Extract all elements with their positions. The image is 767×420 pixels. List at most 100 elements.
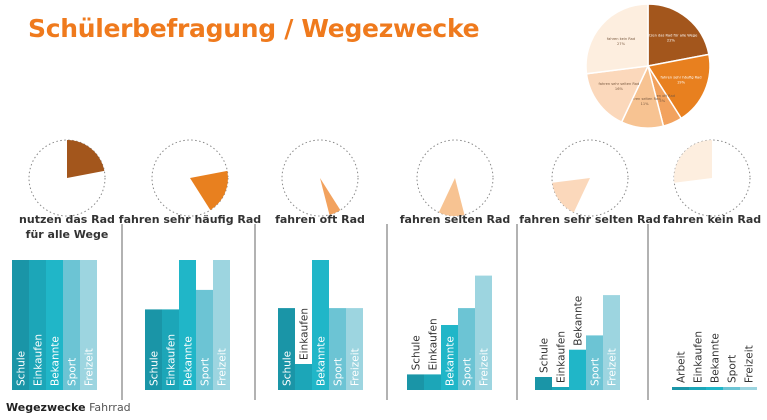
- bar-label: Sport: [333, 358, 345, 386]
- pie-percent-label: 5%: [659, 99, 665, 103]
- dotted-circle: [673, 139, 751, 217]
- bar-label: Einkaufen: [693, 331, 705, 383]
- bar: [458, 308, 475, 390]
- group-title: für alle Wege: [26, 228, 109, 241]
- bar: [424, 374, 441, 390]
- bar-label: Einkaufen: [166, 334, 178, 386]
- bar: [312, 260, 329, 390]
- footer-caption: Wegezwecke Fahrrad: [6, 401, 131, 414]
- group-title: nutzen das Rad: [19, 213, 115, 226]
- bar-label: Sport: [727, 355, 739, 383]
- bar: [179, 260, 196, 390]
- bar: [278, 308, 295, 390]
- bar: [475, 275, 492, 390]
- pie-percent-label: 11%: [641, 102, 650, 106]
- footer-bold: Wegezwecke: [6, 401, 86, 414]
- pie-label: fahren sehr selten Rad: [599, 82, 640, 86]
- bar-label: Freizeit: [350, 348, 362, 386]
- bar: [586, 335, 603, 390]
- bar: [407, 374, 424, 390]
- bar-label: Freizeit: [744, 345, 756, 383]
- bar: [672, 387, 689, 390]
- bar: [145, 309, 162, 390]
- dotted-circle: [281, 139, 359, 217]
- bar: [535, 377, 552, 390]
- share-slice: [674, 140, 712, 183]
- pie-slice: [585, 65, 650, 124]
- pie-label: fahren selten Rad: [629, 97, 661, 101]
- bar-label: Sport: [590, 358, 602, 386]
- bar-label: Sport: [462, 358, 474, 386]
- bar-label: Sport: [67, 358, 79, 386]
- pie-percent-label: 27%: [617, 42, 626, 46]
- bar-label: Einkaufen: [556, 331, 568, 383]
- footer-light: Fahrrad: [89, 401, 131, 414]
- bar: [723, 387, 740, 390]
- bar-label: Bekannte: [573, 296, 585, 346]
- bar: [213, 260, 230, 390]
- dotted-circle: [28, 139, 106, 217]
- pie-label: fahren oft Rad: [649, 94, 675, 98]
- bar-label: Sport: [200, 358, 212, 386]
- group-title: fahren selten Rad: [400, 213, 511, 226]
- pie-slice: [647, 3, 710, 67]
- bar: [63, 260, 80, 390]
- pie-percent-label: 16%: [615, 87, 624, 91]
- bar: [329, 308, 346, 390]
- bar-label: Freizeit: [84, 348, 96, 386]
- bar-label: Arbeit: [676, 351, 688, 383]
- bar-label: Schule: [16, 351, 28, 386]
- bar-label: Einkaufen: [428, 318, 440, 370]
- share-slice: [438, 178, 465, 216]
- group-title: fahren sehr selten Rad: [519, 213, 661, 226]
- bar-label: Bekannte: [445, 336, 457, 386]
- pie-label: nutzen das Rad für alle Wege: [645, 33, 699, 37]
- bar: [740, 387, 757, 390]
- bar-label: Freizeit: [479, 348, 491, 386]
- page-title: Schülerbefragung / Wegezwecke: [28, 14, 480, 43]
- group-title: fahren kein Rad: [663, 213, 761, 226]
- bar-label: Einkaufen: [33, 334, 45, 386]
- bar: [162, 309, 179, 390]
- bar: [441, 325, 458, 390]
- bar: [689, 387, 706, 390]
- bar: [569, 349, 586, 390]
- bar: [29, 260, 46, 390]
- bar: [603, 295, 620, 390]
- bar-label: Schule: [282, 351, 294, 386]
- bar-label: Schule: [539, 338, 551, 373]
- pie-label: fahren kein Rad: [607, 37, 635, 41]
- pie-slice: [585, 3, 649, 75]
- bar-label: Bekannte: [316, 336, 328, 386]
- pie-percent-label: 19%: [677, 80, 686, 84]
- share-slice: [67, 140, 105, 178]
- bar: [80, 260, 97, 390]
- bar-label: Freizeit: [607, 348, 619, 386]
- bar-label: Schule: [149, 351, 161, 386]
- pie-slice: [646, 53, 711, 120]
- bar-label: Bekannte: [183, 336, 195, 386]
- share-slice: [320, 178, 341, 215]
- share-slice: [190, 170, 229, 211]
- pie-percent-label: 22%: [667, 38, 676, 42]
- bar: [552, 387, 569, 390]
- bar-label: Einkaufen: [299, 308, 311, 360]
- bar: [46, 260, 63, 390]
- dotted-circle: [416, 139, 494, 217]
- bar: [346, 308, 363, 390]
- bar-label: Schule: [411, 335, 423, 370]
- bar: [295, 364, 312, 390]
- group-title: fahren oft Rad: [275, 213, 365, 226]
- bar: [12, 260, 29, 390]
- bar-label: Bekannte: [50, 336, 62, 386]
- share-slice: [552, 178, 590, 213]
- bar: [706, 387, 723, 390]
- pie-label: fahren sehr häufig Rad: [660, 75, 701, 79]
- bar: [196, 289, 213, 390]
- bar-label: Bekannte: [710, 333, 722, 383]
- group-title: fahren sehr häufig Rad: [119, 213, 261, 226]
- bar-label: Freizeit: [217, 348, 229, 386]
- dotted-circle: [551, 139, 629, 217]
